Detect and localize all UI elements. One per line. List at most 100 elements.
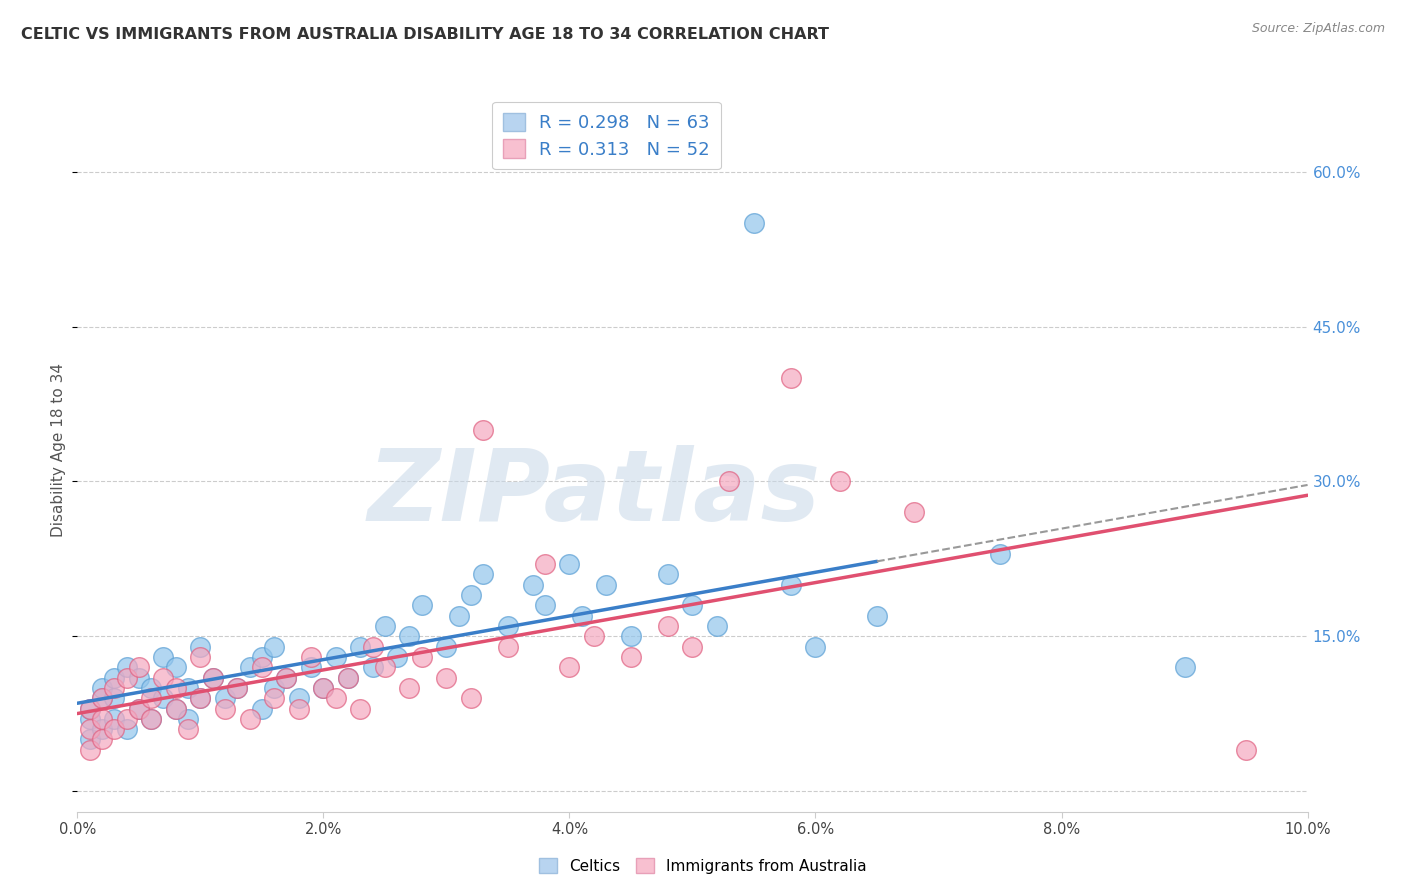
Point [718, 475, 741, 489]
Point [620, 649, 643, 664]
Point [472, 423, 495, 437]
Point [90, 691, 114, 706]
Point [374, 660, 396, 674]
Point [177, 681, 200, 695]
Point [534, 557, 557, 571]
Point [239, 712, 262, 726]
Point [780, 577, 803, 591]
Point [657, 567, 679, 582]
Point [165, 701, 187, 715]
Point [165, 701, 187, 715]
Point [103, 671, 125, 685]
Point [866, 608, 889, 623]
Point [79, 712, 101, 726]
Point [288, 701, 311, 715]
Point [496, 640, 519, 654]
Point [226, 681, 249, 695]
Point [152, 671, 174, 685]
Point [103, 681, 125, 695]
Point [250, 660, 273, 674]
Point [188, 649, 212, 664]
Point [188, 691, 212, 706]
Point [447, 608, 470, 623]
Point [79, 743, 101, 757]
Point [325, 649, 347, 664]
Point [903, 505, 925, 519]
Point [226, 681, 249, 695]
Point [558, 660, 581, 674]
Point [385, 649, 409, 664]
Point [177, 712, 200, 726]
Point [263, 691, 285, 706]
Point [988, 547, 1011, 561]
Point [804, 640, 827, 654]
Point [496, 619, 519, 633]
Point [460, 588, 482, 602]
Point [152, 649, 174, 664]
Point [472, 567, 495, 582]
Point [682, 599, 704, 613]
Point [276, 671, 298, 685]
Point [706, 619, 728, 633]
Point [115, 712, 138, 726]
Point [620, 629, 643, 643]
Text: ZIPatlas: ZIPatlas [367, 445, 821, 542]
Point [165, 681, 187, 695]
Point [361, 660, 384, 674]
Point [411, 599, 433, 613]
Point [90, 691, 114, 706]
Point [128, 671, 150, 685]
Point [436, 640, 458, 654]
Point [128, 660, 150, 674]
Point [337, 671, 360, 685]
Point [103, 722, 125, 736]
Point [1174, 660, 1197, 674]
Point [188, 640, 212, 654]
Point [201, 671, 224, 685]
Point [79, 701, 101, 715]
Point [522, 577, 544, 591]
Point [1234, 743, 1257, 757]
Text: CELTIC VS IMMIGRANTS FROM AUSTRALIA DISABILITY AGE 18 TO 34 CORRELATION CHART: CELTIC VS IMMIGRANTS FROM AUSTRALIA DISA… [21, 27, 830, 42]
Point [349, 640, 371, 654]
Point [263, 640, 285, 654]
Point [115, 671, 138, 685]
Point [571, 608, 593, 623]
Point [214, 701, 236, 715]
Y-axis label: Disability Age 18 to 34: Disability Age 18 to 34 [51, 363, 66, 538]
Point [398, 681, 420, 695]
Legend: R = 0.298   N = 63, R = 0.313   N = 52: R = 0.298 N = 63, R = 0.313 N = 52 [492, 102, 720, 169]
Point [79, 701, 101, 715]
Point [177, 722, 200, 736]
Point [349, 701, 371, 715]
Point [115, 722, 138, 736]
Point [263, 681, 285, 695]
Text: Source: ZipAtlas.com: Source: ZipAtlas.com [1251, 22, 1385, 36]
Point [152, 691, 174, 706]
Point [250, 649, 273, 664]
Point [79, 732, 101, 747]
Point [583, 629, 606, 643]
Point [299, 649, 322, 664]
Point [128, 701, 150, 715]
Point [103, 712, 125, 726]
Point [165, 660, 187, 674]
Point [141, 681, 163, 695]
Point [299, 660, 322, 674]
Point [436, 671, 458, 685]
Point [411, 649, 433, 664]
Point [780, 371, 803, 385]
Point [79, 722, 101, 736]
Point [682, 640, 704, 654]
Point [558, 557, 581, 571]
Point [214, 691, 236, 706]
Point [312, 681, 335, 695]
Point [657, 619, 679, 633]
Point [374, 619, 396, 633]
Point [90, 681, 114, 695]
Point [460, 691, 482, 706]
Point [239, 660, 262, 674]
Point [398, 629, 420, 643]
Point [595, 577, 617, 591]
Point [128, 701, 150, 715]
